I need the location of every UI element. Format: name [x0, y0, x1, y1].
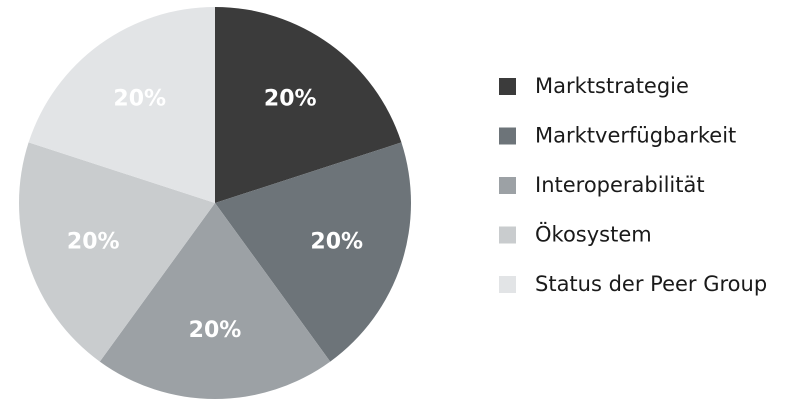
pie-slice: [28, 7, 215, 203]
legend-swatch: [499, 276, 516, 293]
slice-label: 20%: [189, 318, 242, 343]
slice-label: 20%: [264, 86, 317, 111]
slice-label: 20%: [67, 230, 120, 255]
legend-label: Marktverfügbarkeit: [535, 124, 736, 148]
pie-slice: [215, 142, 411, 362]
legend-label: Status der Peer Group: [535, 272, 767, 296]
legend-label: Marktstrategie: [535, 74, 689, 98]
legend-label: Interoperabilität: [535, 173, 705, 197]
legend-swatch: [499, 177, 516, 194]
legend-swatch: [499, 226, 516, 244]
legend-swatch: [499, 127, 516, 145]
legend-label: Ökosystem: [535, 222, 652, 247]
pie-slice: [99, 203, 331, 399]
pie-slice: [215, 7, 402, 203]
pie-slice: [19, 142, 215, 362]
legend-swatch: [499, 78, 516, 95]
slice-label: 20%: [113, 86, 166, 111]
slice-label: 20%: [310, 230, 363, 255]
